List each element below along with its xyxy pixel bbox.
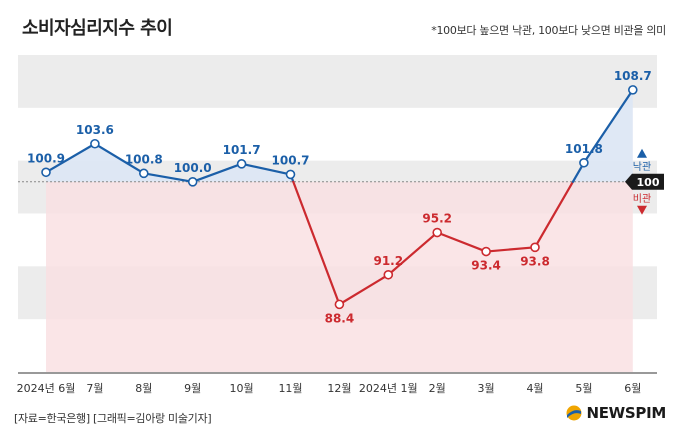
chart-title: 소비자심리지수 추이 <box>22 18 173 39</box>
data-point <box>432 227 443 238</box>
line-segment <box>44 142 97 174</box>
line-segment <box>142 172 194 183</box>
data-label: 93.8 <box>520 254 550 268</box>
x-tick-label: 2월 <box>429 382 446 395</box>
x-tick-label: 8월 <box>135 382 152 395</box>
data-point <box>627 85 638 95</box>
up-arrow-icon <box>637 148 647 158</box>
data-label: 100.0 <box>174 161 212 175</box>
data-label: 100.9 <box>27 151 65 165</box>
data-point <box>383 269 394 280</box>
x-tick-label: 9월 <box>184 382 201 395</box>
line-segment <box>240 162 292 176</box>
baseline-value: 100 <box>637 176 660 189</box>
data-label: 108.7 <box>614 69 652 83</box>
logo-mark-icon <box>566 405 582 421</box>
data-label: 93.4 <box>471 259 501 273</box>
data-point <box>481 246 491 257</box>
x-tick-label: 4월 <box>526 382 543 395</box>
baseline-badge: 100 <box>625 173 664 190</box>
x-tick-label: 10월 <box>230 382 254 395</box>
data-point <box>285 169 296 180</box>
x-tick-label: 7월 <box>86 382 103 395</box>
x-tick-label: 2024년 1월 <box>359 382 418 395</box>
grid-band <box>18 55 657 108</box>
data-label: 103.6 <box>76 123 114 137</box>
line-segment <box>582 88 634 164</box>
line-segment <box>533 180 574 249</box>
data-label: 100.7 <box>272 153 310 167</box>
data-point <box>90 138 100 149</box>
data-point <box>579 157 589 168</box>
line-segment <box>292 180 341 306</box>
baseline-badge-shape <box>625 173 664 190</box>
data-point <box>236 159 247 169</box>
line-segment <box>191 162 243 183</box>
data-label: 100.8 <box>125 152 163 166</box>
down-arrow-icon <box>637 205 647 215</box>
newspim-logo: NEWSPIM <box>566 404 666 422</box>
line-segment <box>338 273 390 306</box>
data-label: 101.8 <box>565 142 603 156</box>
data-label: 101.7 <box>223 143 261 157</box>
pessimistic-region <box>46 181 633 372</box>
optimistic-label: 낙관 <box>633 161 651 173</box>
x-tick-label: 12월 <box>327 382 351 395</box>
x-tick-label: 2024년 6월 <box>17 382 76 395</box>
optimistic-region <box>46 89 633 182</box>
data-label: 95.2 <box>422 212 452 226</box>
x-tick-label: 11월 <box>278 382 302 395</box>
data-label: 88.4 <box>325 311 355 325</box>
chart-note: *100보다 높으면 낙관, 100보다 낮으면 비관을 의미 <box>431 24 666 37</box>
data-point <box>41 167 51 178</box>
x-tick-label: 6월 <box>624 382 641 395</box>
data-point <box>334 299 345 310</box>
pessimistic-label: 비관 <box>633 193 651 205</box>
line-segment <box>436 231 488 253</box>
x-tick-label: 5월 <box>575 382 592 395</box>
data-point <box>187 177 198 187</box>
data-point <box>530 242 540 253</box>
source-credit: [자료=한국은행] [그래픽=김아랑 미술기자] <box>14 412 212 425</box>
line-segment <box>485 246 537 253</box>
data-label: 91.2 <box>373 254 403 268</box>
logo-text: NEWSPIM <box>586 404 666 422</box>
x-tick-label: 3월 <box>478 382 495 395</box>
line-segment <box>93 142 145 175</box>
line-segment <box>387 231 439 276</box>
data-point <box>139 168 149 179</box>
